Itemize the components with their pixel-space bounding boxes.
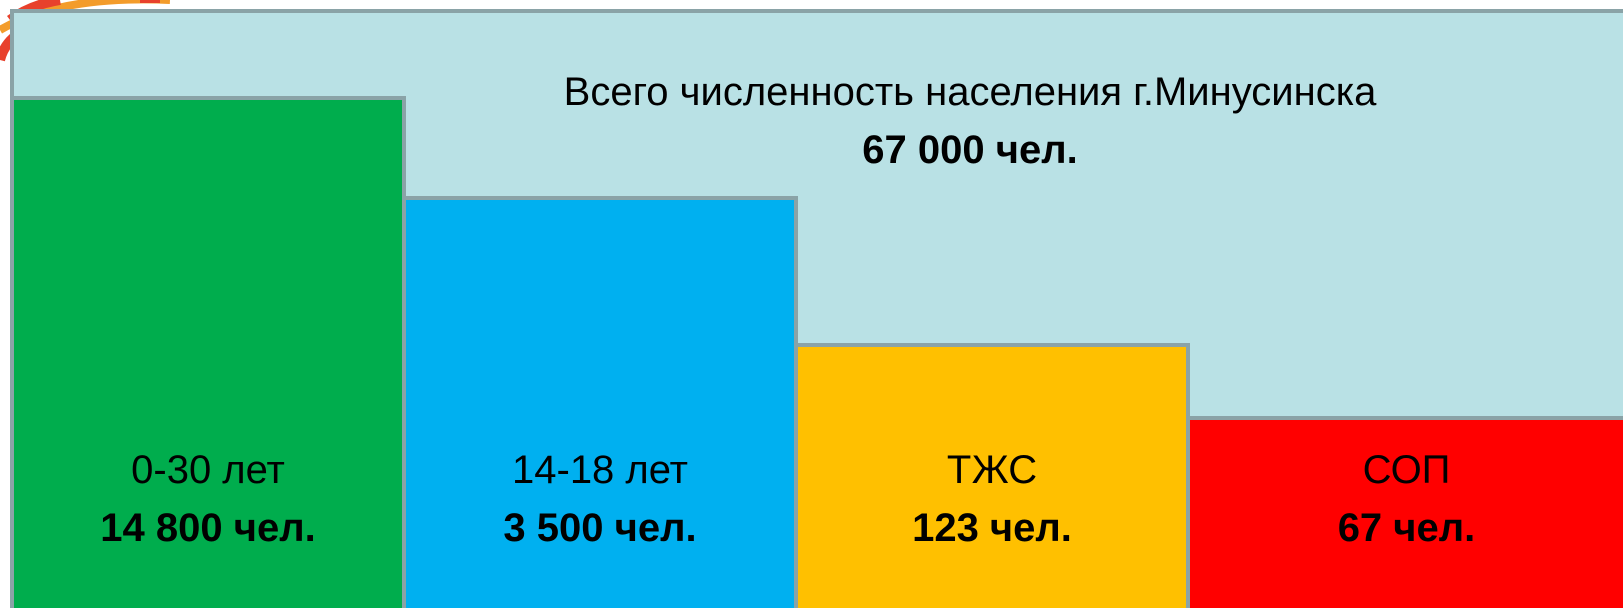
group-block: 14-18 лет 3 500 чел. — [402, 196, 798, 608]
title: Всего численность населения г.Минусинска — [410, 70, 1530, 115]
group-value: 123 чел. — [798, 506, 1186, 551]
group-label: СОП — [1190, 448, 1623, 493]
total: 67 000 чел. — [410, 128, 1530, 173]
group-label: ТЖС — [798, 448, 1186, 493]
group-value: 3 500 чел. — [406, 506, 794, 551]
group-block: 0-30 лет 14 800 чел. — [10, 96, 406, 608]
group-value: 14 800 чел. — [14, 506, 402, 551]
group-block: СОП 67 чел. — [1186, 416, 1623, 608]
page: Всего численность населения г.Минусинска… — [0, 0, 1623, 608]
group-label: 14-18 лет — [406, 448, 794, 493]
group-label: 0-30 лет — [14, 448, 402, 493]
group-value: 67 чел. — [1190, 506, 1623, 551]
group-block: ТЖС 123 чел. — [794, 343, 1190, 608]
